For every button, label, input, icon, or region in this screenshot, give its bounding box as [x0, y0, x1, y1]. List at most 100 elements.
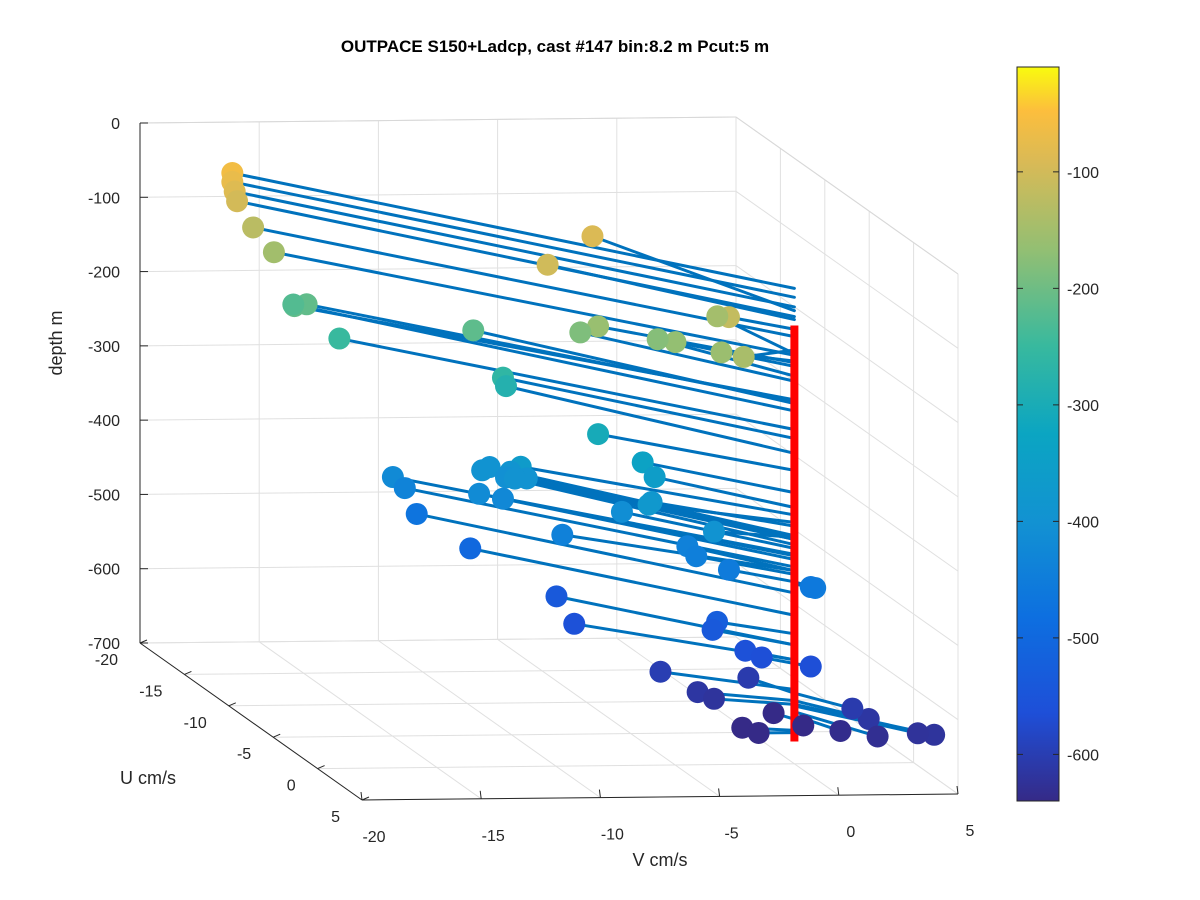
velocity-stick	[792, 704, 920, 735]
u-tick-mark	[139, 639, 148, 644]
data-point	[923, 723, 946, 746]
velocity-stick	[715, 620, 796, 636]
velocity-stick	[272, 250, 796, 357]
grid-line	[735, 339, 959, 498]
velocity-stick	[233, 190, 796, 309]
data-point	[703, 687, 725, 710]
velocity-stick	[712, 697, 796, 706]
velocity-stick	[711, 628, 796, 647]
colorbar-tick-label: -400	[1067, 514, 1099, 531]
data-point	[799, 576, 822, 599]
v-tick-label: -15	[482, 828, 505, 845]
colorbar-tick-label: -600	[1067, 747, 1099, 764]
velocity-stick	[641, 460, 796, 495]
v-tick-label: 0	[846, 824, 855, 841]
z-tick-label: -400	[88, 413, 120, 430]
data-point	[495, 375, 517, 398]
velocity-stick	[519, 465, 796, 517]
data-point	[468, 482, 491, 505]
velocity-stick	[727, 315, 796, 331]
grid-line	[497, 638, 720, 797]
colorbar	[1016, 66, 1060, 802]
plot-axes	[139, 122, 959, 801]
velocity-stick	[291, 303, 796, 413]
u-tick-mark	[361, 796, 370, 801]
colorbar-ticks: -100 -200 -300 -400 -500 -600	[1017, 165, 1099, 764]
velocity-stick	[337, 337, 796, 432]
colorbar-tick-label: -200	[1067, 281, 1099, 298]
data-point	[569, 321, 592, 344]
data-point	[792, 714, 815, 737]
u-tick-label: 0	[287, 778, 296, 795]
u-tick-mark	[228, 702, 236, 707]
data-point	[747, 721, 770, 744]
u-axis-line	[139, 642, 363, 801]
velocity-stick	[230, 171, 796, 290]
data-point	[563, 612, 586, 635]
data-point	[841, 697, 864, 720]
data-point	[242, 216, 265, 239]
z-tick-label: -300	[88, 339, 120, 356]
data-point	[405, 502, 428, 525]
data-point	[631, 451, 654, 474]
data-point	[545, 585, 568, 608]
data-point	[732, 345, 755, 368]
v-tick-mark	[837, 787, 840, 796]
velocity-stick	[468, 546, 796, 617]
velocity-stick	[596, 324, 796, 365]
v-tick-mark	[360, 791, 363, 801]
grid-line	[184, 667, 781, 675]
v-tick-label: -5	[724, 825, 738, 842]
data-point	[685, 545, 708, 568]
v-tick-label: 5	[966, 823, 975, 840]
grid-line	[139, 265, 737, 273]
velocity-stick	[504, 384, 796, 455]
u-tick-label: 5	[331, 809, 340, 826]
data-point	[829, 719, 852, 742]
data-point	[664, 331, 687, 354]
z-tick-label: -500	[88, 487, 120, 504]
data-point	[328, 327, 351, 350]
data-point	[478, 456, 501, 479]
velocity-stick	[501, 376, 796, 440]
velocity-stick	[590, 234, 796, 313]
v-tick-label: -10	[601, 827, 624, 844]
data-point	[587, 423, 610, 446]
velocity-stick	[653, 475, 796, 510]
data-point	[710, 341, 733, 364]
chart-title: OUTPACE S150+Ladcp, cast #147 bin:8.2 m …	[341, 37, 769, 56]
data-point	[906, 722, 929, 745]
velocity-points	[221, 162, 946, 748]
data-point	[226, 190, 249, 213]
box-edge	[139, 116, 737, 124]
grid-line	[735, 190, 959, 349]
box-edge	[735, 116, 959, 275]
data-point	[459, 537, 482, 560]
y-axis-label: U cm/s	[120, 768, 176, 788]
velocity-stick	[251, 225, 796, 339]
velocity-stick	[560, 533, 796, 573]
data-point	[799, 655, 822, 678]
u-tick-mark	[273, 733, 281, 738]
plot-grid	[139, 116, 959, 801]
colorbar-tick-label: -100	[1067, 165, 1099, 182]
data-point	[262, 241, 285, 264]
u-tick-mark	[184, 670, 192, 675]
data-point	[762, 702, 785, 725]
data-point	[750, 646, 773, 669]
v-axis-line	[361, 793, 959, 801]
data-point	[491, 487, 514, 510]
data-point	[551, 523, 574, 546]
v-tick-mark	[956, 785, 959, 795]
grid-line	[317, 762, 914, 770]
grid-line	[735, 413, 959, 572]
data-point	[536, 253, 559, 276]
data-point	[737, 666, 760, 689]
z-tick-label: -700	[88, 636, 120, 653]
velocity-stick	[471, 328, 796, 406]
velocity-stick	[578, 330, 796, 383]
v-tick-mark	[598, 789, 601, 798]
v-tick-mark	[718, 788, 721, 797]
data-point	[587, 315, 610, 338]
